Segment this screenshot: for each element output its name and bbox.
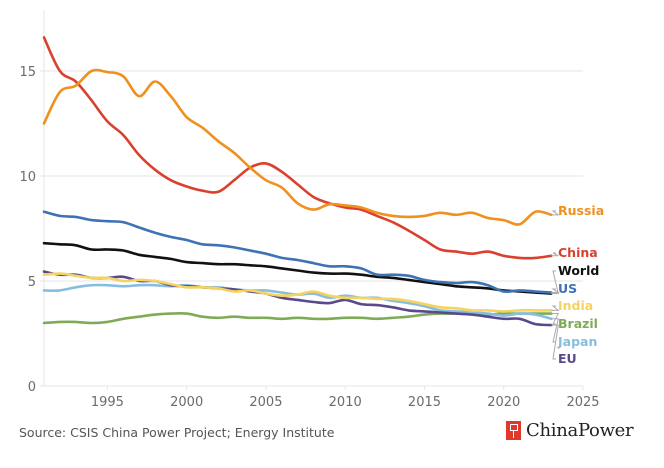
- leader-line-japan: [551, 318, 559, 343]
- leader-line-india: [551, 305, 560, 311]
- x-tick-label: 2010: [329, 395, 362, 410]
- y-tick-label: 5: [28, 275, 36, 290]
- series-label-us: US: [558, 281, 577, 296]
- series-line-world: [42, 241, 553, 295]
- gridlines: [40, 10, 583, 387]
- chinapower-logo-icon: [506, 421, 521, 440]
- x-tick-label: 2000: [170, 395, 203, 410]
- y-tick-label: 10: [19, 170, 36, 185]
- leader-line-eu: [551, 324, 559, 360]
- series-label-india: India: [558, 298, 593, 313]
- series-label-brazil: Brazil: [558, 316, 598, 331]
- brand-logo: ChinaPower: [506, 420, 634, 441]
- series-label-china: China: [558, 245, 598, 260]
- series-line-india: [42, 272, 553, 313]
- x-tick-label: 2025: [566, 395, 599, 410]
- leader-line-russia: [551, 210, 560, 216]
- series-label-japan: Japan: [557, 334, 597, 349]
- series-label-eu: EU: [558, 351, 577, 366]
- y-tick-label: 0: [28, 380, 36, 395]
- leader-line-us: [551, 288, 560, 294]
- y-tick-label: 15: [19, 65, 36, 80]
- x-axis: 1995 2000 2005 2010 2015 2020 2025: [91, 386, 600, 410]
- brand-name: ChinaPower: [526, 420, 634, 441]
- source-note: Source: CSIS China Power Project; Energy…: [19, 425, 335, 440]
- series-line-eu: [42, 270, 553, 327]
- x-tick-label: 2020: [487, 395, 520, 410]
- series-labels: Russia China US World India Brazil Japan EU: [551, 203, 604, 366]
- series-line-russia: [42, 68, 553, 226]
- series-lines: [42, 36, 553, 327]
- series-label-world: World: [558, 263, 599, 278]
- series-line-china: [42, 36, 553, 260]
- x-tick-label: 2015: [408, 395, 441, 410]
- leader-line-world: [551, 270, 559, 295]
- series-line-us: [42, 210, 553, 294]
- series-label-russia: Russia: [558, 203, 604, 218]
- leader-line-china: [551, 252, 559, 257]
- y-axis: 0 5 10 15: [19, 65, 36, 395]
- x-tick-label: 2005: [249, 395, 282, 410]
- x-tick-label: 1995: [91, 395, 124, 410]
